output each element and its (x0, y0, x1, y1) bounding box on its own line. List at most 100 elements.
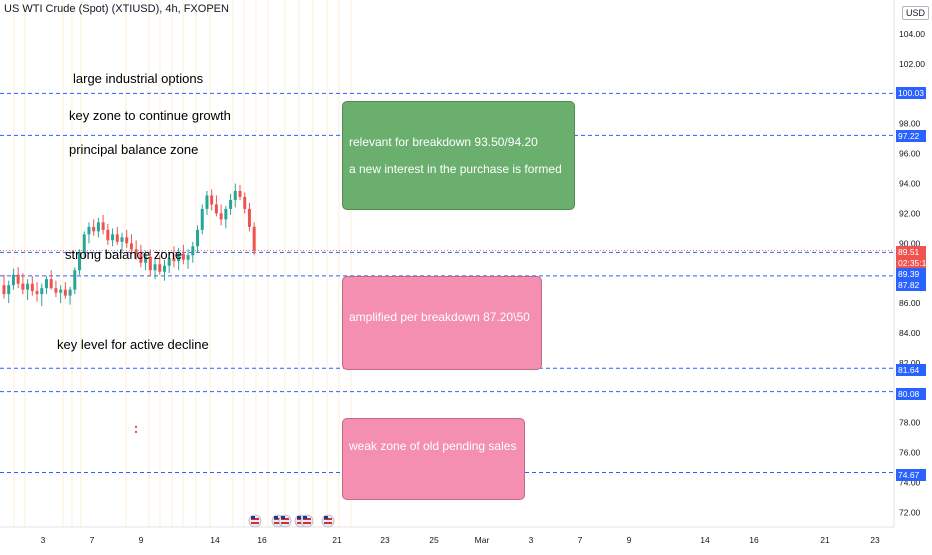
candle-body (87, 226, 91, 235)
candle-body (148, 256, 152, 271)
y-tick-label: 102.00 (899, 59, 925, 69)
candle-body (229, 199, 233, 209)
x-tick-label: 7 (578, 535, 583, 545)
price-tag-87: 87.82 (896, 279, 926, 291)
candle-body (200, 208, 204, 230)
candle-body (92, 226, 96, 232)
currency-badge[interactable]: USD (902, 6, 930, 20)
candle-body (115, 234, 119, 242)
y-tick-label: 96.00 (899, 149, 921, 159)
pink-zone-box-1[interactable] (342, 276, 542, 370)
candle-body (181, 253, 185, 260)
x-tick-label: 23 (380, 535, 390, 545)
y-tick-label: 76.00 (899, 448, 921, 458)
candle-body (120, 237, 124, 242)
candle-body (106, 229, 110, 241)
marker-dot (134, 425, 138, 429)
us-flag-event-icon (300, 514, 314, 528)
candle-body (134, 249, 138, 254)
candle-body (210, 195, 214, 205)
green-box-line2: a new interest in the purchase is formed (349, 162, 562, 176)
candle-body (196, 229, 200, 247)
candle-body (96, 222, 100, 232)
pink-box-1-text: amplified per breakdown 87.20\50 (349, 310, 530, 324)
price-tag-countdown: 02:35:12 (896, 257, 932, 269)
candle-body (219, 213, 223, 220)
y-tick-label: 104.00 (899, 29, 925, 39)
price-tag-74: 74.67 (896, 469, 926, 481)
candle-body (139, 253, 143, 263)
candle-body (167, 258, 171, 266)
candle-body (144, 256, 148, 263)
candle-body (54, 288, 58, 293)
candle-body (11, 274, 15, 286)
y-tick-label: 82.00 (899, 358, 921, 368)
us-flag-event-icon (278, 514, 292, 528)
y-tick-label: 74.00 (899, 478, 921, 488)
price-tag-100: 100.03 (896, 87, 926, 99)
y-tick-label: 86.00 (899, 298, 921, 308)
y-tick-label: 90.00 (899, 238, 921, 248)
x-tick-label: 25 (429, 535, 439, 545)
y-tick-label: 94.00 (899, 179, 921, 189)
x-tick-label: 3 (41, 535, 46, 545)
x-tick-label: 9 (139, 535, 144, 545)
x-tick-label: 16 (749, 535, 759, 545)
x-tick-label: 23 (870, 535, 880, 545)
candle-body (186, 255, 190, 260)
y-tick-label: 84.00 (899, 328, 921, 338)
y-tick-label: 92.00 (899, 208, 921, 218)
candle-body (205, 195, 209, 209)
candle-body (158, 264, 162, 272)
candle-body (153, 264, 157, 271)
x-tick-label: Mar (475, 535, 490, 545)
candle-body (40, 288, 44, 295)
candle-body (238, 190, 242, 197)
candle-body (16, 274, 20, 284)
candle-body (26, 283, 30, 290)
candle-body (129, 243, 133, 250)
x-tick-label: 21 (332, 535, 342, 545)
y-tick-label: 98.00 (899, 119, 921, 129)
candle-body (111, 234, 115, 241)
green-box-line1: relevant for breakdown 93.50/94.20 (349, 135, 538, 149)
price-tag-97: 97.22 (896, 130, 926, 142)
candle-body (177, 253, 181, 262)
candle-body (7, 285, 11, 295)
candle-body (73, 270, 77, 290)
chart-title: US WTI Crude (Spot) (XTIUSD), 4h, FXOPEN (4, 3, 229, 15)
candle-body (252, 226, 256, 251)
candle-body (49, 279, 53, 289)
pink-box-2-text: weak zone of old pending sales (349, 439, 517, 453)
candle-body (82, 234, 86, 253)
annotation-key-level-decline: key level for active decline (57, 337, 209, 352)
candle-body (247, 208, 251, 227)
candle-body (233, 190, 237, 200)
candle-body (224, 208, 228, 220)
x-tick-label: 21 (820, 535, 830, 545)
price-tag-current: 89.51 (896, 246, 926, 258)
x-tick-label: 3 (529, 535, 534, 545)
candle-body (59, 289, 63, 293)
candle-body (125, 237, 129, 244)
pink-zone-box-2[interactable] (342, 418, 525, 500)
us-flag-event-icon (321, 514, 335, 528)
x-tick-label: 7 (90, 535, 95, 545)
candle-body (172, 258, 176, 262)
candle-body (191, 246, 195, 256)
candle-body (162, 265, 166, 272)
candle-body (21, 283, 25, 290)
candle-body (101, 222, 105, 230)
candle-body (30, 283, 34, 292)
price-tag-81: 81.64 (896, 364, 926, 376)
candle-body (68, 289, 72, 296)
annotation-key-zone: key zone to continue growth (69, 108, 231, 123)
candle-body (243, 196, 247, 209)
us-flag-event-icon (248, 514, 262, 528)
green-zone-box[interactable] (342, 101, 575, 210)
candle-body (78, 252, 82, 271)
candle-body (35, 291, 39, 295)
marker-dot (134, 430, 138, 434)
x-tick-label: 16 (257, 535, 267, 545)
